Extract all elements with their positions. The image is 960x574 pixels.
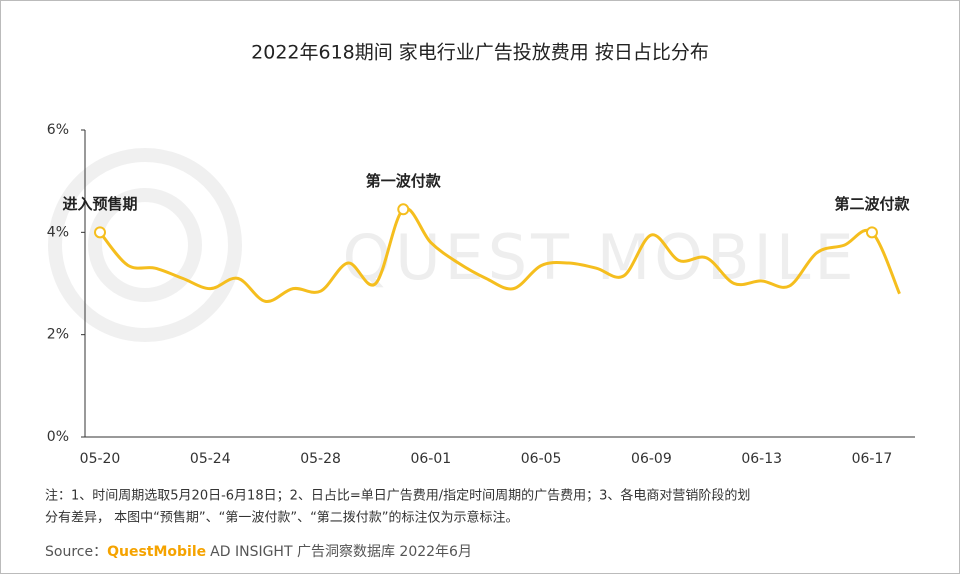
annotation: 进入预售期 <box>62 195 137 213</box>
annotation: 第一波付款 <box>366 172 442 190</box>
line-series <box>98 206 901 303</box>
x-tick-label: 05-20 <box>80 451 121 467</box>
x-tick-label: 06-17 <box>852 451 893 467</box>
y-tick-label: 0% <box>47 429 69 445</box>
watermark: QUEST MOBILE <box>342 221 857 294</box>
y-tick-label: 4% <box>47 224 69 240</box>
source-brand: QuestMobile <box>107 544 206 560</box>
x-tick-label: 06-13 <box>741 451 782 467</box>
x-tick-label: 05-28 <box>300 451 341 467</box>
x-tick-label: 06-05 <box>521 451 562 467</box>
y-tick-label: 2% <box>47 327 69 343</box>
source: Source：QuestMobile AD INSIGHT 广告洞察数据库 202… <box>45 543 472 560</box>
source-label: Source： <box>45 544 107 560</box>
annotation-marker <box>865 226 878 239</box>
annotation-marker <box>397 203 410 216</box>
y-tick-label: 6% <box>47 122 69 138</box>
x-tick-label: 06-01 <box>410 451 451 467</box>
note: 注：1、时间周期选取5月20日-6月18日；2、日占比=单日广告费用/指定时间周… <box>45 488 750 504</box>
annotation-marker <box>94 226 106 239</box>
x-tick-label: 06-09 <box>631 451 672 467</box>
chart-title: 2022年618期间 家电行业广告投放费用 按日占比分布 <box>251 42 709 64</box>
source-text: AD INSIGHT 广告洞察数据库 2022年6月 <box>210 543 472 560</box>
watermark-logo <box>48 148 242 342</box>
annotation: 第二波付款 <box>834 195 910 213</box>
x-tick-label: 05-24 <box>190 451 231 467</box>
note: 分有差异， 本图中“预售期”、“第一波付款”、“第二拨付款”的标注仅为示意标注。 <box>45 510 519 526</box>
